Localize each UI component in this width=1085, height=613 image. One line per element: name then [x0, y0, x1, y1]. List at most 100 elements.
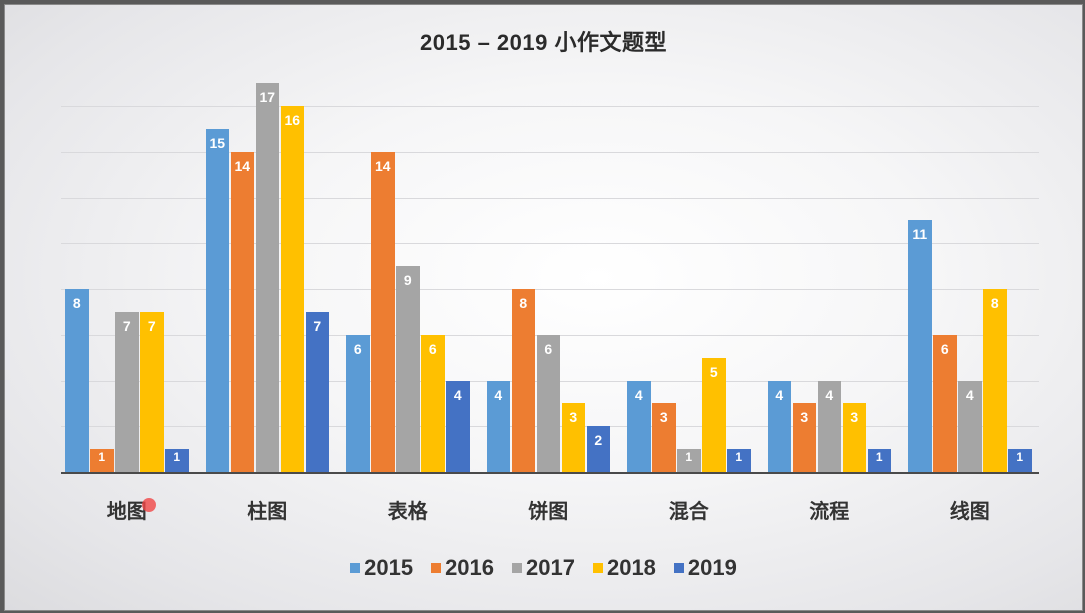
bar[interactable]: 8: [983, 289, 1007, 472]
bar-value-label: 5: [709, 363, 718, 380]
bar[interactable]: 2: [586, 426, 610, 472]
category-label: 柱图: [247, 501, 288, 523]
bar-value-label: 4: [494, 386, 503, 403]
category-label: 流程: [809, 501, 850, 523]
bar[interactable]: 1: [867, 449, 891, 472]
bar-value-label: 1: [875, 450, 883, 465]
legend-swatch-icon: [350, 563, 361, 573]
bar-value-label: 17: [259, 89, 276, 106]
bar[interactable]: 8: [65, 289, 89, 472]
bar-value-label: 1: [735, 450, 743, 465]
gridline: [61, 106, 1039, 108]
category-label: 混合: [668, 501, 709, 523]
bar-value-label: 7: [313, 317, 322, 334]
chart-frame: 2015 – 2019 小作文题型 8 1 7 7 1 15 14 17 16 7 6 14 9 6 4 4 8…: [4, 4, 1083, 611]
bar[interactable]: 6: [421, 334, 445, 472]
legend-item: 2016: [431, 555, 494, 581]
bar-value-label: 7: [147, 317, 156, 334]
bar-value-label: 8: [72, 295, 81, 312]
bar-value-label: 6: [940, 340, 949, 357]
bar[interactable]: 7: [305, 311, 329, 472]
legend-item: 2015: [350, 555, 413, 581]
bar[interactable]: 6: [536, 334, 560, 472]
category-label: 线图: [949, 501, 990, 523]
legend-label: 2015: [364, 555, 414, 580]
bar[interactable]: 3: [842, 403, 866, 472]
bar-value-label: 3: [850, 409, 859, 426]
cursor-pointer-icon: [142, 498, 156, 512]
bar[interactable]: 6: [933, 334, 957, 472]
bar-value-label: 8: [519, 295, 528, 312]
bar-value-label: 15: [209, 135, 226, 152]
bar-value-label: 1: [685, 450, 693, 465]
bar[interactable]: 4: [627, 380, 651, 472]
legend-label: 2018: [606, 555, 656, 580]
bar[interactable]: 1: [90, 449, 114, 472]
bar[interactable]: 4: [817, 380, 841, 472]
bar-value-label: 6: [353, 340, 362, 357]
bar[interactable]: 11: [908, 220, 932, 472]
gridline: [61, 151, 1039, 153]
gridline: [61, 289, 1039, 291]
x-axis-line: [61, 472, 1039, 474]
bar[interactable]: 17: [255, 83, 279, 472]
legend-item: 2019: [673, 555, 737, 581]
bar-value-label: 1: [173, 450, 181, 465]
bar[interactable]: 14: [371, 151, 395, 472]
legend-swatch-icon: [512, 563, 523, 573]
legend-item: 2018: [592, 555, 656, 581]
gridline: [61, 243, 1039, 245]
bar-value-label: 6: [544, 340, 553, 357]
bar-value-label: 4: [775, 386, 784, 403]
bar[interactable]: 4: [767, 380, 791, 472]
bar[interactable]: 7: [140, 311, 164, 472]
bar[interactable]: 8: [511, 289, 535, 472]
bar[interactable]: 1: [677, 449, 701, 472]
bar-value-label: 4: [453, 386, 462, 403]
category-label: 表格: [387, 501, 428, 523]
bar-value-label: 9: [403, 272, 412, 289]
bar[interactable]: 14: [230, 151, 254, 472]
bar-value-label: 11: [912, 226, 928, 243]
bar[interactable]: 1: [165, 449, 189, 472]
bar-value-label: 3: [659, 409, 668, 426]
bar[interactable]: 15: [205, 129, 229, 472]
bar-value-label: 2: [594, 432, 603, 449]
bar-value-label: 4: [634, 386, 643, 403]
bar[interactable]: 9: [396, 266, 420, 472]
bar-value-label: 7: [122, 317, 131, 334]
bar[interactable]: 6: [346, 334, 370, 472]
bar[interactable]: 1: [727, 449, 751, 472]
bar[interactable]: 16: [280, 106, 304, 472]
legend-swatch-icon: [431, 563, 442, 573]
bar-value-label: 3: [800, 409, 809, 426]
legend-label: 2017: [526, 555, 575, 580]
category-label: 饼图: [528, 501, 569, 523]
legend-label: 2016: [445, 555, 495, 580]
legend-label: 2019: [687, 555, 737, 580]
legend: 2015 2016 2017 2018 2019: [5, 555, 1082, 581]
bar[interactable]: 5: [702, 357, 726, 472]
bar-value-label: 14: [374, 157, 391, 174]
chart-title: 2015 – 2019 小作文题型: [420, 30, 667, 55]
bar[interactable]: 3: [652, 403, 676, 472]
bar[interactable]: 1: [1008, 449, 1032, 472]
legend-item: 2017: [512, 555, 575, 581]
bar-value-label: 8: [990, 295, 999, 312]
category-label: 地图: [106, 501, 147, 523]
bar-value-label: 14: [234, 157, 251, 174]
bar-value-label: 4: [965, 386, 974, 403]
bar-value-label: 1: [1016, 450, 1024, 465]
bar-value-label: 6: [428, 340, 437, 357]
legend-swatch-icon: [673, 563, 684, 573]
gridline: [61, 197, 1039, 199]
bar[interactable]: 4: [446, 380, 470, 472]
bar[interactable]: 3: [792, 403, 816, 472]
bar[interactable]: 4: [486, 380, 510, 472]
bar[interactable]: 3: [561, 403, 585, 472]
bar[interactable]: 4: [958, 380, 982, 472]
bar-value-label: 16: [284, 112, 301, 129]
bar-value-label: 1: [98, 450, 106, 465]
bar[interactable]: 7: [115, 311, 139, 472]
plot-area: 8 1 7 7 1 15 14 17 16 7 6 14 9 6 4 4 8 6 3 2 4 3 1 5 1 4 3 4 3 1 11 6 4 8…: [61, 65, 1039, 474]
